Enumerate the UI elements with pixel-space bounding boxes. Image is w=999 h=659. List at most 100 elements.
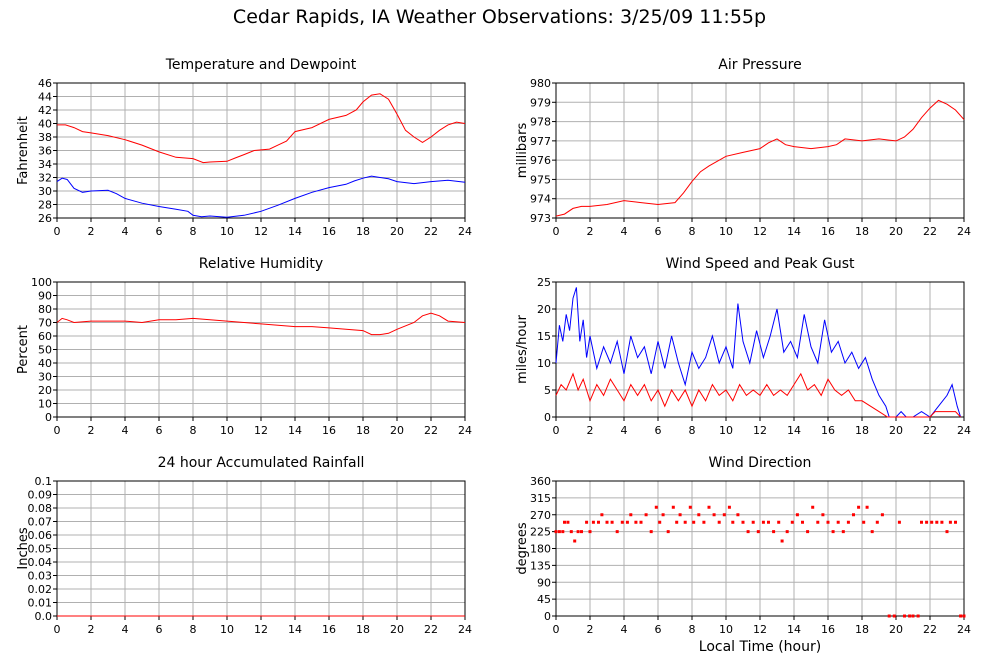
x-tick-label: 4 (621, 424, 628, 437)
data-point (897, 520, 901, 524)
x-tick-label: 2 (88, 424, 95, 437)
x-tick-label: 24 (458, 623, 472, 636)
data-point (930, 520, 934, 524)
y-tick-label: 30 (38, 371, 52, 384)
data-point (756, 530, 760, 534)
x-tick-label: 0 (553, 623, 560, 636)
x-tick-label: 0 (54, 424, 61, 437)
x-tick-label: 0 (54, 623, 61, 636)
data-point (654, 505, 658, 509)
y-tick-label: 26 (38, 212, 52, 225)
data-point (585, 520, 589, 524)
y-tick-label: 0.05 (28, 543, 53, 556)
y-tick-label: 180 (530, 543, 551, 556)
x-tick-label: 12 (753, 623, 767, 636)
x-tick-label: 8 (689, 225, 696, 238)
x-tick-label: 2 (587, 623, 594, 636)
x-tick-label: 8 (190, 424, 197, 437)
x-tick-label: 0 (553, 424, 560, 437)
y-axis-label: millibars (515, 123, 530, 179)
data-point (649, 530, 653, 534)
data-point (717, 520, 721, 524)
y-tick-label: 974 (530, 193, 551, 206)
y-tick-label: 978 (530, 116, 551, 129)
data-point (561, 530, 565, 534)
y-axis-label: Inches (16, 527, 31, 569)
chart-title: Wind Direction (709, 455, 812, 471)
x-tick-label: 12 (254, 623, 268, 636)
data-point (605, 520, 609, 524)
x-tick-label: 12 (753, 225, 767, 238)
chart-title: Temperature and Dewpoint (165, 57, 357, 73)
data-point (661, 513, 665, 517)
x-tick-label: 14 (787, 225, 801, 238)
y-tick-label: 38 (38, 131, 52, 144)
x-tick-label: 8 (190, 225, 197, 238)
data-point (962, 614, 966, 618)
data-point (722, 513, 726, 517)
y-tick-label: 20 (537, 303, 551, 316)
series-line-red (555, 372, 961, 418)
y-tick-label: 45 (537, 593, 551, 606)
data-point (911, 614, 915, 618)
data-point (790, 520, 794, 524)
x-tick-label: 6 (655, 424, 662, 437)
x-tick-label: 22 (923, 225, 937, 238)
y-tick-label: 42 (38, 104, 52, 117)
y-tick-label: 0.03 (28, 570, 53, 583)
data-point (576, 530, 580, 534)
x-tick-label: 2 (88, 623, 95, 636)
x-tick-label: 16 (821, 225, 835, 238)
chart-title: Relative Humidity (199, 256, 323, 272)
x-tick-label: 24 (957, 225, 971, 238)
data-point (777, 520, 781, 524)
data-point (563, 520, 566, 524)
data-point (746, 530, 750, 534)
data-point (639, 520, 643, 524)
data-point (836, 520, 840, 524)
data-point (658, 520, 662, 524)
data-point (736, 513, 740, 517)
x-tick-label: 16 (821, 424, 835, 437)
data-point (569, 530, 573, 534)
x-tick-label: 16 (322, 623, 336, 636)
x-tick-label: 10 (719, 424, 733, 437)
y-axis-label: Percent (16, 325, 31, 374)
data-point (925, 520, 929, 524)
data-point (600, 513, 604, 517)
x-tick-label: 20 (390, 623, 404, 636)
chart-title: Air Pressure (718, 57, 801, 73)
data-point (846, 520, 850, 524)
x-tick-label: 0 (54, 225, 61, 238)
x-tick-label: 24 (458, 424, 472, 437)
x-tick-label: 12 (753, 424, 767, 437)
data-point (821, 513, 825, 517)
data-point (666, 530, 670, 534)
x-tick-label: 6 (156, 623, 163, 636)
data-point (920, 520, 923, 524)
y-tick-label: 975 (530, 173, 551, 186)
x-tick-label: 22 (424, 225, 438, 238)
data-point (597, 520, 600, 524)
y-tick-label: 225 (530, 526, 551, 539)
x-tick-label: 14 (787, 623, 801, 636)
x-tick-label: 16 (322, 225, 336, 238)
y-tick-label: 135 (530, 559, 551, 572)
data-point (903, 614, 906, 618)
data-point (795, 513, 799, 517)
y-tick-label: 90 (38, 290, 52, 303)
y-tick-label: 979 (530, 96, 551, 109)
x-tick-label: 24 (957, 623, 971, 636)
data-point (688, 505, 692, 509)
y-tick-label: 34 (38, 158, 52, 171)
x-tick-label: 18 (855, 225, 869, 238)
data-point (591, 520, 595, 524)
x-tick-label: 12 (254, 225, 268, 238)
data-point (566, 520, 570, 524)
x-tick-label: 20 (390, 225, 404, 238)
x-tick-label: 20 (889, 424, 903, 437)
y-tick-label: 40 (38, 118, 52, 131)
y-tick-label: 30 (38, 185, 52, 198)
